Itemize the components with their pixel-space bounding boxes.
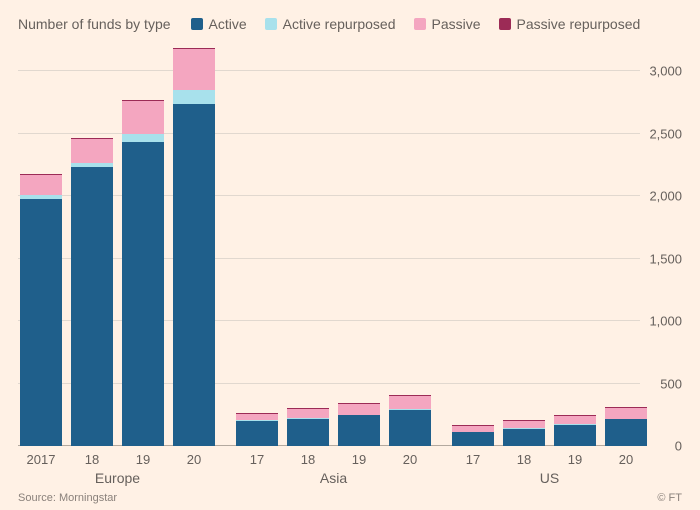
- x-tick-label: 20: [403, 452, 417, 467]
- bar-segment: [71, 138, 113, 139]
- bar-segment: [236, 413, 278, 414]
- legend-label: Active: [209, 16, 247, 32]
- bar-segment: [173, 90, 215, 103]
- bar-segment: [338, 415, 380, 446]
- legend-label: Passive repurposed: [517, 16, 641, 32]
- x-tick-label: 18: [301, 452, 315, 467]
- x-tick-label: 20: [619, 452, 633, 467]
- bar-segment: [605, 419, 647, 446]
- bar-segment: [554, 425, 596, 446]
- legend-item: Passive: [414, 16, 481, 32]
- x-axis: 2017 18 19 20 Europe 17 18 19 20 Asia 17 18 19 20 US: [18, 446, 682, 488]
- bar-segment: [20, 175, 62, 195]
- x-tick-label: 18: [517, 452, 531, 467]
- x-tick-label: 20: [187, 452, 201, 467]
- x-tick-label: 19: [352, 452, 366, 467]
- group-label: US: [540, 470, 559, 486]
- x-tick-label: 19: [136, 452, 150, 467]
- y-tick-label: 3,000: [649, 64, 682, 79]
- bar-segment: [452, 426, 494, 432]
- legend-item: Active repurposed: [265, 16, 396, 32]
- chart-subtitle: Number of funds by type: [18, 16, 171, 32]
- bar-segment: [503, 420, 545, 421]
- bar-segment: [20, 195, 62, 199]
- bar-segment: [173, 49, 215, 90]
- bar-segment: [338, 403, 380, 404]
- bar-segment: [236, 414, 278, 421]
- chart-container: Number of funds by type Active Active rep…: [0, 0, 700, 510]
- y-tick-label: 2,000: [649, 189, 682, 204]
- bar-segment: [173, 104, 215, 447]
- bar-segment: [389, 410, 431, 446]
- bar: [287, 409, 329, 446]
- bar-segment: [554, 415, 596, 416]
- chart-header: Number of funds by type Active Active rep…: [18, 16, 682, 32]
- group-label: Asia: [320, 470, 347, 486]
- bar-segment: [71, 167, 113, 446]
- bar-segment: [389, 395, 431, 396]
- legend-item: Active: [191, 16, 247, 32]
- bar: [236, 413, 278, 446]
- y-tick-label: 2,500: [649, 126, 682, 141]
- bar-segment: [71, 163, 113, 167]
- bar-segment: [605, 408, 647, 419]
- x-tick-label: 17: [250, 452, 264, 467]
- bar-segment: [338, 404, 380, 415]
- x-tick-label: 18: [85, 452, 99, 467]
- bar-segment: [452, 432, 494, 446]
- bar-segment: [122, 101, 164, 134]
- legend-swatch: [414, 18, 426, 30]
- legend-swatch: [265, 18, 277, 30]
- bar: [173, 49, 215, 447]
- x-tick-label: 2017: [27, 452, 56, 467]
- legend-swatch: [499, 18, 511, 30]
- bar-segment: [389, 396, 431, 409]
- legend-label: Passive: [432, 16, 481, 32]
- bar-segment: [503, 429, 545, 447]
- plot-area: 05001,0001,5002,0002,5003,000: [18, 46, 682, 446]
- bar: [71, 138, 113, 446]
- legend-swatch: [191, 18, 203, 30]
- source-label: Source: Morningstar: [18, 492, 117, 504]
- bar: [554, 416, 596, 446]
- bar: [452, 426, 494, 446]
- bar-segment: [605, 407, 647, 408]
- bar-segment: [122, 134, 164, 143]
- copyright-label: © FT: [657, 492, 682, 504]
- bar-segment: [554, 416, 596, 425]
- bar: [338, 404, 380, 446]
- bar-segment: [503, 421, 545, 428]
- legend-label: Active repurposed: [283, 16, 396, 32]
- bar: [605, 408, 647, 446]
- bar-segment: [20, 199, 62, 447]
- y-tick-label: 1,500: [649, 251, 682, 266]
- bar-segment: [287, 408, 329, 409]
- bar-segment: [452, 425, 494, 426]
- bar-segment: [287, 419, 329, 447]
- bar-segment: [122, 100, 164, 101]
- bar-segment: [20, 174, 62, 175]
- legend-item: Passive repurposed: [499, 16, 641, 32]
- x-tick-label: 19: [568, 452, 582, 467]
- bar: [20, 174, 62, 446]
- group-label: Europe: [95, 470, 140, 486]
- bar-segment: [287, 409, 329, 418]
- bar-segment: [173, 48, 215, 49]
- bar: [389, 396, 431, 446]
- chart-legend: Active Active repurposed Passive Passive re…: [191, 16, 641, 32]
- bar-segment: [122, 142, 164, 446]
- chart-footer: Source: Morningstar © FT: [18, 492, 682, 504]
- x-tick-label: 17: [466, 452, 480, 467]
- bars-layer: [18, 46, 640, 446]
- bar-segment: [71, 139, 113, 163]
- y-tick-label: 500: [660, 376, 682, 391]
- bar-segment: [236, 421, 278, 446]
- bar: [122, 100, 164, 446]
- bar: [503, 421, 545, 446]
- y-tick-label: 1,000: [649, 314, 682, 329]
